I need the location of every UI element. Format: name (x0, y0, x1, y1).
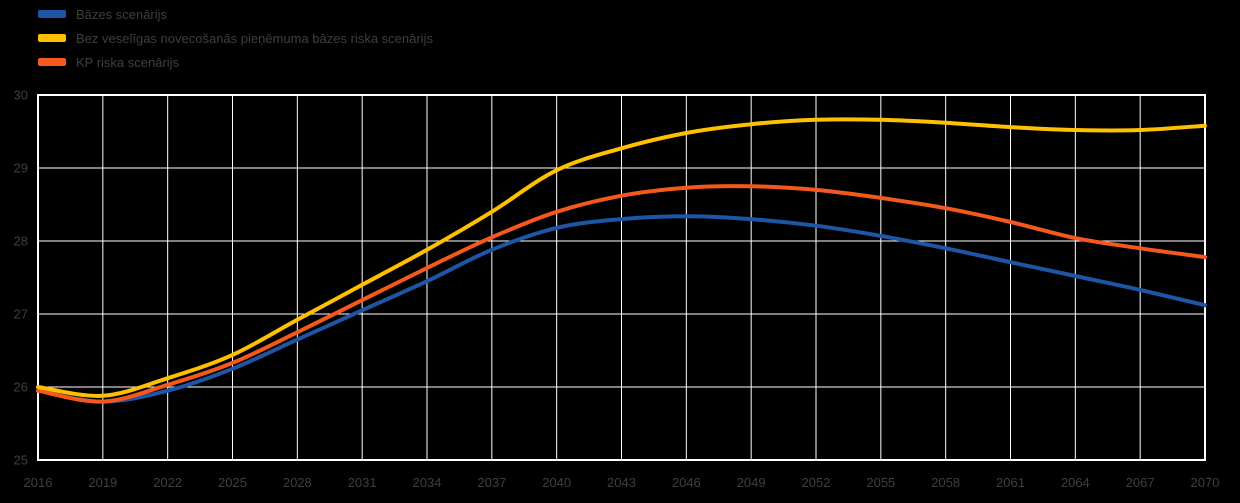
legend: Bāzes scenārijs Bez veselīgas novecošanā… (38, 2, 433, 74)
x-tick-label: 2046 (672, 475, 701, 490)
x-tick-label: 2019 (88, 475, 117, 490)
y-tick-label: 25 (14, 453, 28, 468)
legend-item-kp-risk-scenario: KP riska scenārijs (38, 50, 433, 74)
x-tick-label: 2055 (866, 475, 895, 490)
x-tick-label: 2049 (737, 475, 766, 490)
series-line-1 (36, 117, 1207, 398)
y-tick-label: 29 (14, 161, 28, 176)
legend-label-base-scenario: Bāzes scenārijs (76, 6, 168, 22)
x-tick-label: 2037 (477, 475, 506, 490)
legend-label-no-healthy-ageing-risk-scenario: Bez veselīgas novecošanās pieņēmuma bāze… (76, 30, 433, 46)
x-tick-label: 2043 (607, 475, 636, 490)
x-tick-label: 2058 (931, 475, 960, 490)
x-tick-label: 2061 (996, 475, 1025, 490)
series-line-2 (36, 184, 1207, 404)
x-tick-label: 2040 (542, 475, 571, 490)
series-line-0 (36, 214, 1207, 404)
legend-swatch-blue (38, 10, 66, 18)
legend-label-kp-risk-scenario: KP riska scenārijs (76, 54, 180, 70)
legend-swatch-orange (38, 58, 66, 66)
x-tick-label: 2025 (218, 475, 247, 490)
x-tick-label: 2022 (153, 475, 182, 490)
x-tick-label: 2067 (1126, 475, 1155, 490)
x-tick-label: 2016 (24, 475, 53, 490)
legend-item-base-scenario: Bāzes scenārijs (38, 2, 433, 26)
x-tick-label: 2028 (283, 475, 312, 490)
legend-swatch-yellow (38, 34, 66, 42)
x-tick-label: 2031 (348, 475, 377, 490)
plot-border (37, 94, 1206, 461)
x-tick-label: 2064 (1061, 475, 1090, 490)
x-tick-label: 2070 (1191, 475, 1220, 490)
legend-item-no-healthy-ageing-risk-scenario: Bez veselīgas novecošanās pieņēmuma bāze… (38, 26, 433, 50)
y-tick-label: 28 (14, 234, 28, 249)
x-tick-label: 2052 (802, 475, 831, 490)
y-tick-label: 26 (14, 380, 28, 395)
y-tick-label: 30 (14, 88, 28, 103)
x-tick-label: 2034 (413, 475, 442, 490)
y-tick-label: 27 (14, 307, 28, 322)
